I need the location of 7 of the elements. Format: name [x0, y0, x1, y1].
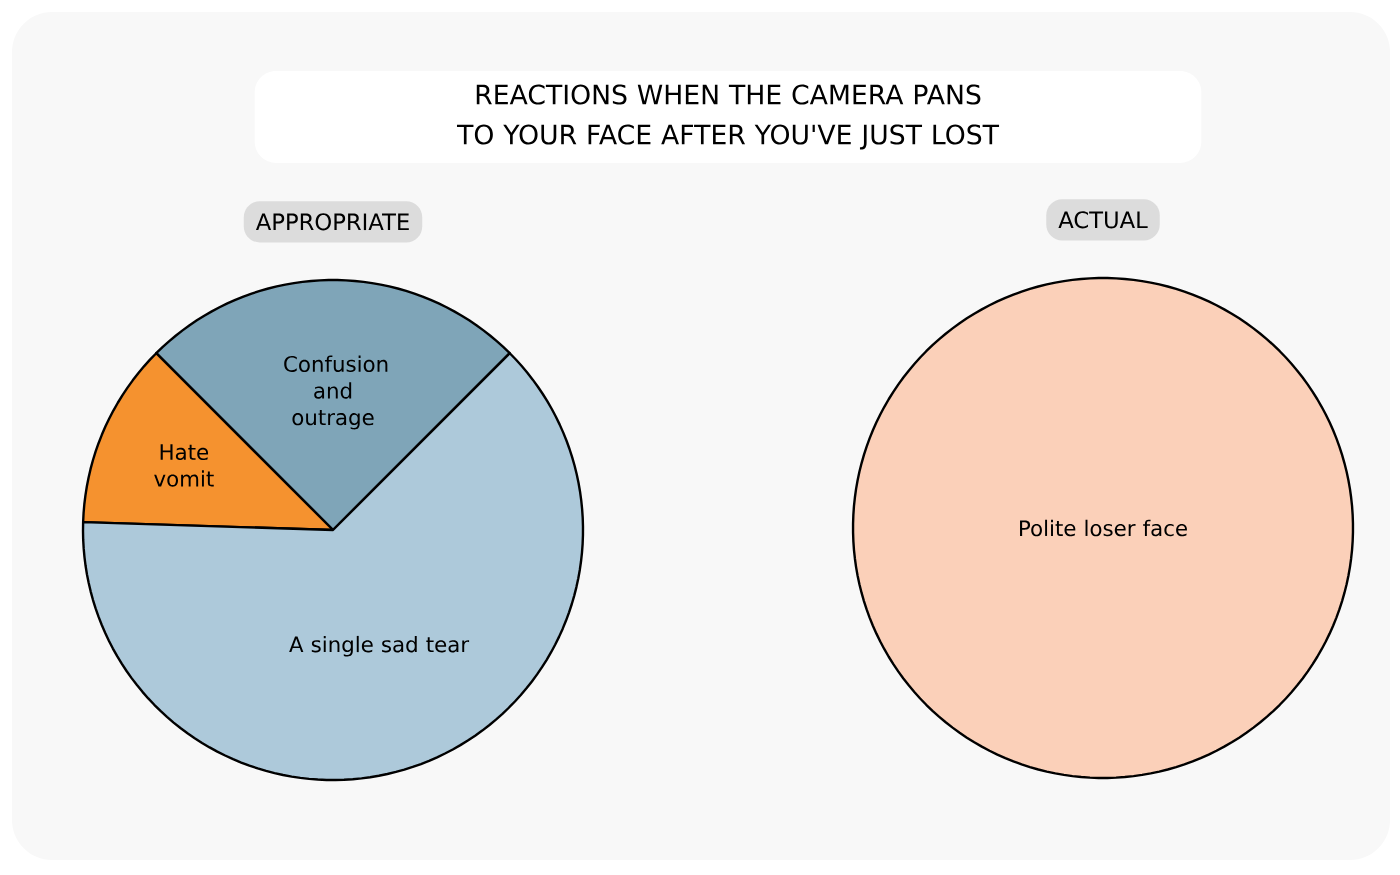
chart-title: APPROPRIATE — [255, 213, 409, 231]
slice-label: Polite loser face — [1020, 519, 1187, 537]
slice-label: A single sad tear — [289, 635, 470, 657]
slice-label: Hate vomit — [154, 444, 214, 487]
chart-title: ACTUAL — [1058, 211, 1148, 229]
text: REACTIONS WHEN THE CAMERA PANS TO YOUR FACE AFTER YOU'VE JUST LOST — [456, 84, 1000, 150]
slice-label: Confusion and outrage — [284, 355, 388, 430]
